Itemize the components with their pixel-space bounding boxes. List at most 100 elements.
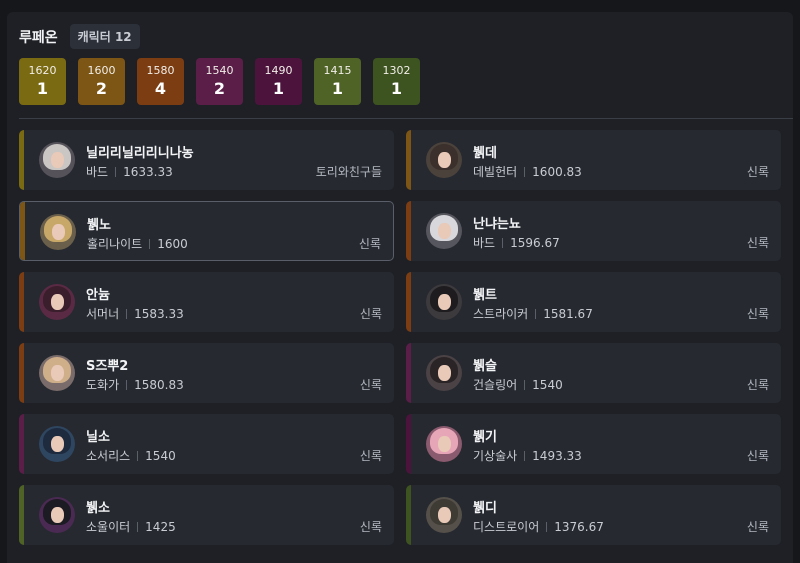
- character-avatar: [40, 214, 76, 250]
- character-meta: 바드 1596.67: [473, 234, 560, 251]
- character-meta: 바드 1633.33: [86, 163, 173, 180]
- character-class: 바드: [473, 236, 496, 250]
- character-count-badge: 캐릭터 12: [69, 24, 140, 49]
- character-name: 안늄: [86, 288, 110, 303]
- divider: [19, 118, 793, 119]
- character-guild: 토리와친구들: [315, 165, 382, 179]
- character-name: 뷁기: [473, 430, 497, 445]
- tier-badge-1600[interactable]: 1600 2: [78, 58, 125, 105]
- character-avatar: [426, 142, 462, 178]
- character-guild: 신록: [746, 236, 769, 250]
- character-avatar: [39, 284, 75, 320]
- character-meta: 홀리나이트 1600: [87, 235, 188, 252]
- character-item-level: 1540: [145, 448, 176, 463]
- meta-separator: [535, 308, 537, 319]
- tier-level: 1620: [28, 64, 57, 77]
- character-item-level: 1600.83: [532, 164, 582, 179]
- meta-separator: [137, 521, 139, 532]
- character-avatar: [426, 213, 462, 249]
- character-guild: 신록: [359, 520, 382, 534]
- tier-badge-1302[interactable]: 1302 1: [373, 58, 420, 105]
- character-card[interactable]: 뷁슬 건슬링어 1540 신록: [406, 343, 781, 403]
- character-item-level: 1425: [145, 519, 176, 534]
- character-guild: 신록: [359, 449, 382, 463]
- tier-count: 1: [272, 79, 285, 98]
- character-name: 난냐는뇨: [473, 217, 521, 232]
- tier-count: 1: [36, 79, 49, 98]
- tier-color-bar: [406, 130, 411, 190]
- tier-color-bar: [20, 202, 25, 260]
- character-class: 바드: [86, 165, 109, 179]
- character-name: 뷁데: [473, 146, 497, 161]
- item-level-tier-summary: 1620 1 1600 2 1580 4 1540 2 1490 1 1415 1 1302 1: [19, 58, 432, 105]
- meta-separator: [126, 308, 128, 319]
- character-item-level: 1580.83: [134, 377, 184, 392]
- character-meta: 데빌헌터 1600.83: [473, 163, 582, 180]
- meta-separator: [524, 379, 526, 390]
- character-guild: 신록: [358, 237, 381, 251]
- tier-count: 1: [390, 79, 403, 98]
- meta-separator: [524, 166, 526, 177]
- character-card[interactable]: 닐소 소서리스 1540 신록: [19, 414, 394, 474]
- character-guild: 신록: [746, 520, 769, 534]
- character-guild: 신록: [746, 449, 769, 463]
- tier-count: 1: [331, 79, 344, 98]
- tier-color-bar: [406, 485, 411, 545]
- character-item-level: 1376.67: [554, 519, 604, 534]
- tier-color-bar: [19, 130, 24, 190]
- tier-level: 1540: [205, 64, 234, 77]
- character-item-level: 1596.67: [510, 235, 560, 250]
- character-item-level: 1600: [157, 236, 188, 251]
- meta-separator: [502, 237, 504, 248]
- character-avatar: [39, 497, 75, 533]
- character-guild: 신록: [746, 307, 769, 321]
- character-avatar: [39, 355, 75, 391]
- character-meta: 도화가 1580.83: [86, 376, 184, 393]
- meta-separator: [546, 521, 548, 532]
- character-avatar: [426, 426, 462, 462]
- tier-level: 1600: [87, 64, 116, 77]
- tier-badge-1490[interactable]: 1490 1: [255, 58, 302, 105]
- tier-badge-1620[interactable]: 1620 1: [19, 58, 66, 105]
- tier-badge-1415[interactable]: 1415 1: [314, 58, 361, 105]
- character-meta: 소울이터 1425: [86, 518, 176, 535]
- character-item-level: 1540: [532, 377, 563, 392]
- tier-level: 1415: [323, 64, 352, 77]
- tier-badge-1580[interactable]: 1580 4: [137, 58, 184, 105]
- character-name: 뷁트: [473, 288, 497, 303]
- character-item-level: 1581.67: [543, 306, 593, 321]
- character-guild: 신록: [746, 165, 769, 179]
- tier-count: 4: [154, 79, 167, 98]
- character-class: 데빌헌터: [473, 165, 518, 179]
- character-avatar: [426, 355, 462, 391]
- character-item-level: 1633.33: [123, 164, 173, 179]
- character-name: 뷁디: [473, 501, 497, 516]
- character-guild: 신록: [359, 307, 382, 321]
- character-card[interactable]: 뷁소 소울이터 1425 신록: [19, 485, 394, 545]
- tier-count: 2: [213, 79, 226, 98]
- character-class: 도화가: [86, 378, 120, 392]
- character-card[interactable]: 닐리리닐리리니나농 바드 1633.33 토리와친구들: [19, 130, 394, 190]
- tier-badge-1540[interactable]: 1540 2: [196, 58, 243, 105]
- character-class: 건슬링어: [473, 378, 518, 392]
- character-guild: 신록: [359, 378, 382, 392]
- character-name: 뷁노: [87, 218, 111, 233]
- character-guild: 신록: [746, 378, 769, 392]
- character-meta: 기상술사 1493.33: [473, 447, 582, 464]
- character-meta: 소서리스 1540: [86, 447, 176, 464]
- character-card[interactable]: S즈뿌2 도화가 1580.83 신록: [19, 343, 394, 403]
- character-item-level: 1583.33: [134, 306, 184, 321]
- character-meta: 서머너 1583.33: [86, 305, 184, 322]
- tier-color-bar: [406, 343, 411, 403]
- character-class: 디스트로이어: [473, 520, 540, 534]
- character-avatar: [39, 142, 75, 178]
- character-meta: 스트라이커 1581.67: [473, 305, 593, 322]
- tier-color-bar: [406, 414, 411, 474]
